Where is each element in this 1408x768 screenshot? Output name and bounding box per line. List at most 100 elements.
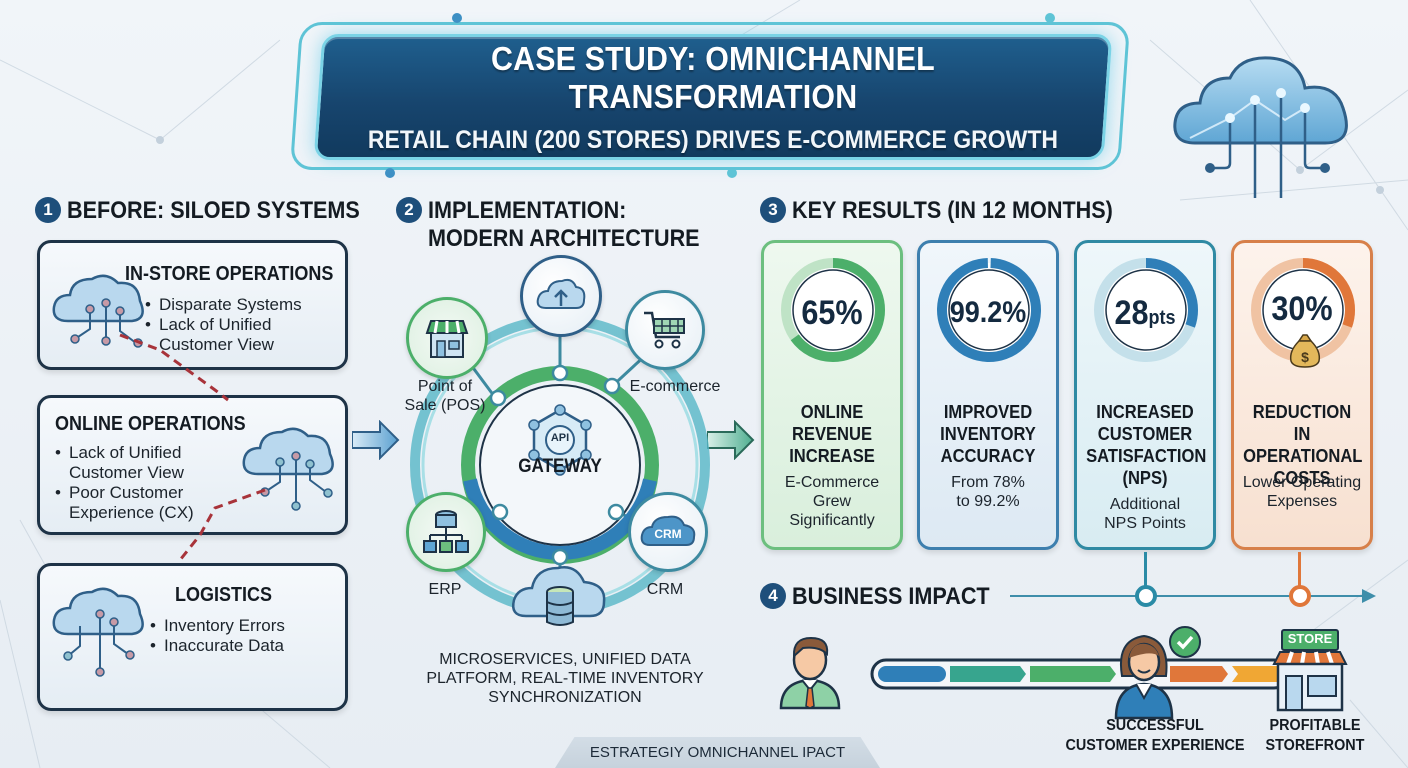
erp-label: ERP bbox=[428, 581, 462, 598]
metric-unit: pts bbox=[1148, 307, 1176, 329]
cloud-upload-node bbox=[520, 255, 602, 337]
shopping-cart-icon bbox=[644, 311, 685, 349]
result-card-nps: 28pts INCREASED CUSTOMER SATISFACTION (N… bbox=[1074, 240, 1216, 550]
cloud-database-icon bbox=[512, 566, 606, 626]
storefront-icon bbox=[425, 320, 469, 358]
bullet-list: Lack of Unified Customer View Poor Custo… bbox=[55, 443, 194, 523]
caption-line: MICROSERVICES, UNIFIED DATA bbox=[439, 651, 691, 668]
step-badge: 2 bbox=[396, 197, 422, 223]
bullet-item: Lack of Unified bbox=[55, 443, 194, 463]
title-line: INCREASE bbox=[789, 446, 875, 466]
metric-number: 28 bbox=[1114, 294, 1149, 332]
data-platform-node bbox=[510, 560, 610, 630]
label-line: CUSTOMER EXPERIENCE bbox=[1065, 737, 1245, 754]
logistics-box: LOGISTICS Inventory Errors Inaccurate Da… bbox=[37, 563, 348, 711]
card-description: Additional NPS Points bbox=[1081, 495, 1209, 533]
card-description: E-Commerce Grew Significantly bbox=[768, 473, 896, 530]
node-label: Point of bbox=[417, 378, 473, 395]
card-title: REDUCTION IN OPERATIONAL COSTS bbox=[1243, 401, 1363, 489]
store-sign: STORE bbox=[1287, 631, 1333, 646]
gateway-label: GATEWAY bbox=[518, 456, 602, 477]
checkmark-bubble-icon bbox=[1169, 626, 1201, 658]
title-line: ACCURACY bbox=[940, 446, 1036, 466]
progress-ring bbox=[1251, 258, 1355, 362]
section-title: BEFORE: SILOED SYSTEMS bbox=[67, 197, 360, 224]
step-badge: 4 bbox=[760, 583, 786, 609]
connector-line bbox=[1298, 552, 1301, 586]
box-title: ONLINE OPERATIONS bbox=[55, 413, 246, 435]
metric-value: 65% bbox=[801, 294, 863, 332]
timeline-arrow-icon bbox=[1362, 589, 1376, 603]
money-bag-icon: $ bbox=[1289, 334, 1321, 368]
title-line: REDUCTION IN bbox=[1252, 402, 1352, 444]
banner-connector-dot bbox=[452, 13, 462, 23]
bullet-item: Lack of Unified bbox=[145, 315, 302, 335]
title-line: SATISFACTION bbox=[1086, 446, 1207, 466]
banner-connector-dot bbox=[1045, 13, 1055, 23]
desc-line: Grew bbox=[812, 493, 852, 510]
card-title: IMPROVED INVENTORY ACCURACY bbox=[929, 401, 1047, 467]
banner-connector-dot bbox=[727, 168, 737, 178]
section-title: KEY RESULTS (IN 12 MONTHS) bbox=[792, 197, 1113, 224]
connector-line bbox=[1144, 552, 1147, 586]
label-line: PROFITABLE bbox=[1269, 717, 1361, 734]
result-card-revenue: 65% ONLINE REVENUE INCREASE E-Commerce G… bbox=[761, 240, 903, 550]
arrow-right-icon bbox=[707, 420, 755, 460]
card-description: Lower Operating Expenses bbox=[1238, 473, 1366, 511]
milestone-label-customer: SUCCESSFUL CUSTOMER EXPERIENCE bbox=[1065, 716, 1245, 756]
bullet-item-continued: Customer View bbox=[69, 463, 184, 482]
section-title: BUSINESS IMPACT bbox=[792, 583, 990, 610]
bullet-item: Inaccurate Data bbox=[150, 636, 285, 656]
title-banner: CASE STUDY: OMNICHANNEL TRANSFORMATION R… bbox=[313, 34, 1113, 160]
bullet-item-continued: Customer View bbox=[159, 335, 274, 354]
desc-line: Lower Operating bbox=[1242, 474, 1362, 491]
metric-value: 28pts bbox=[1084, 293, 1206, 338]
box-title: LOGISTICS bbox=[175, 584, 273, 606]
title-line: OPERATIONAL bbox=[1243, 446, 1363, 466]
caption-line: SYNCHRONIZATION bbox=[488, 689, 642, 706]
pos-label: Point of Sale (POS) bbox=[400, 377, 490, 415]
pos-node bbox=[406, 297, 488, 379]
section-results-header: 3 KEY RESULTS (IN 12 MONTHS) bbox=[760, 197, 1148, 225]
metric-value: 99.2% bbox=[949, 296, 1027, 329]
result-card-costs: 30% $ REDUCTION IN OPERATIONAL COSTS Low… bbox=[1231, 240, 1373, 550]
bullet-item: Inventory Errors bbox=[150, 616, 285, 636]
journey-progress-bar bbox=[870, 658, 1290, 690]
title-line: IMPROVED bbox=[943, 402, 1033, 422]
banner-connector-dot bbox=[385, 168, 395, 178]
database-hierarchy-icon bbox=[423, 510, 469, 553]
profitable-store-icon bbox=[1272, 629, 1348, 712]
progress-ring bbox=[937, 258, 1041, 362]
page-title: CASE STUDY: OMNICHANNEL TRANSFORMATION bbox=[491, 39, 935, 115]
metric-value: 30% bbox=[1271, 290, 1333, 328]
cloud-upload-icon bbox=[536, 278, 586, 309]
box-title: IN-STORE OPERATIONS bbox=[125, 263, 334, 285]
title-line: CUSTOMER bbox=[1097, 424, 1193, 444]
section-before-header: 1 BEFORE: SILOED SYSTEMS bbox=[35, 197, 392, 225]
title-line: COSTS bbox=[1273, 468, 1331, 488]
in-store-operations-box: IN-STORE OPERATIONS Disparate Systems La… bbox=[37, 240, 348, 370]
progress-ring bbox=[781, 258, 885, 362]
desc-line: Additional bbox=[1109, 496, 1181, 513]
api-icon: API bbox=[550, 432, 570, 444]
bullet-item-continued: Experience (CX) bbox=[69, 503, 194, 522]
label-line: SUCCESSFUL bbox=[1106, 717, 1204, 734]
erp-node bbox=[406, 492, 486, 572]
title-line: REVENUE bbox=[791, 424, 873, 444]
bullet-list: Disparate Systems Lack of Unified Custom… bbox=[145, 295, 302, 355]
desc-line: to 99.2% bbox=[956, 493, 1020, 510]
step-badge: 3 bbox=[760, 197, 786, 223]
timeline-node bbox=[1289, 585, 1311, 607]
footer-tab: ESTRATEGIY OMNICHANNEL IPACT bbox=[555, 737, 880, 768]
bullet-item: Disparate Systems bbox=[145, 295, 302, 315]
cloud-network-icon bbox=[1173, 56, 1348, 198]
result-card-inventory: 99.2% IMPROVED INVENTORY ACCURACY From 7… bbox=[917, 240, 1059, 550]
node-label: Sale (POS) bbox=[404, 397, 486, 414]
desc-line: E-Commerce bbox=[784, 474, 880, 491]
cloud-circuit-icon bbox=[52, 587, 144, 677]
section-title-line2: MODERN ARCHITECTURE bbox=[428, 225, 700, 252]
timeline-node bbox=[1135, 585, 1157, 607]
online-operations-box: ONLINE OPERATIONS Lack of Unified Custom… bbox=[37, 395, 348, 535]
bullet-list: Inventory Errors Inaccurate Data bbox=[150, 616, 285, 656]
card-title: ONLINE REVENUE INCREASE bbox=[773, 401, 891, 467]
